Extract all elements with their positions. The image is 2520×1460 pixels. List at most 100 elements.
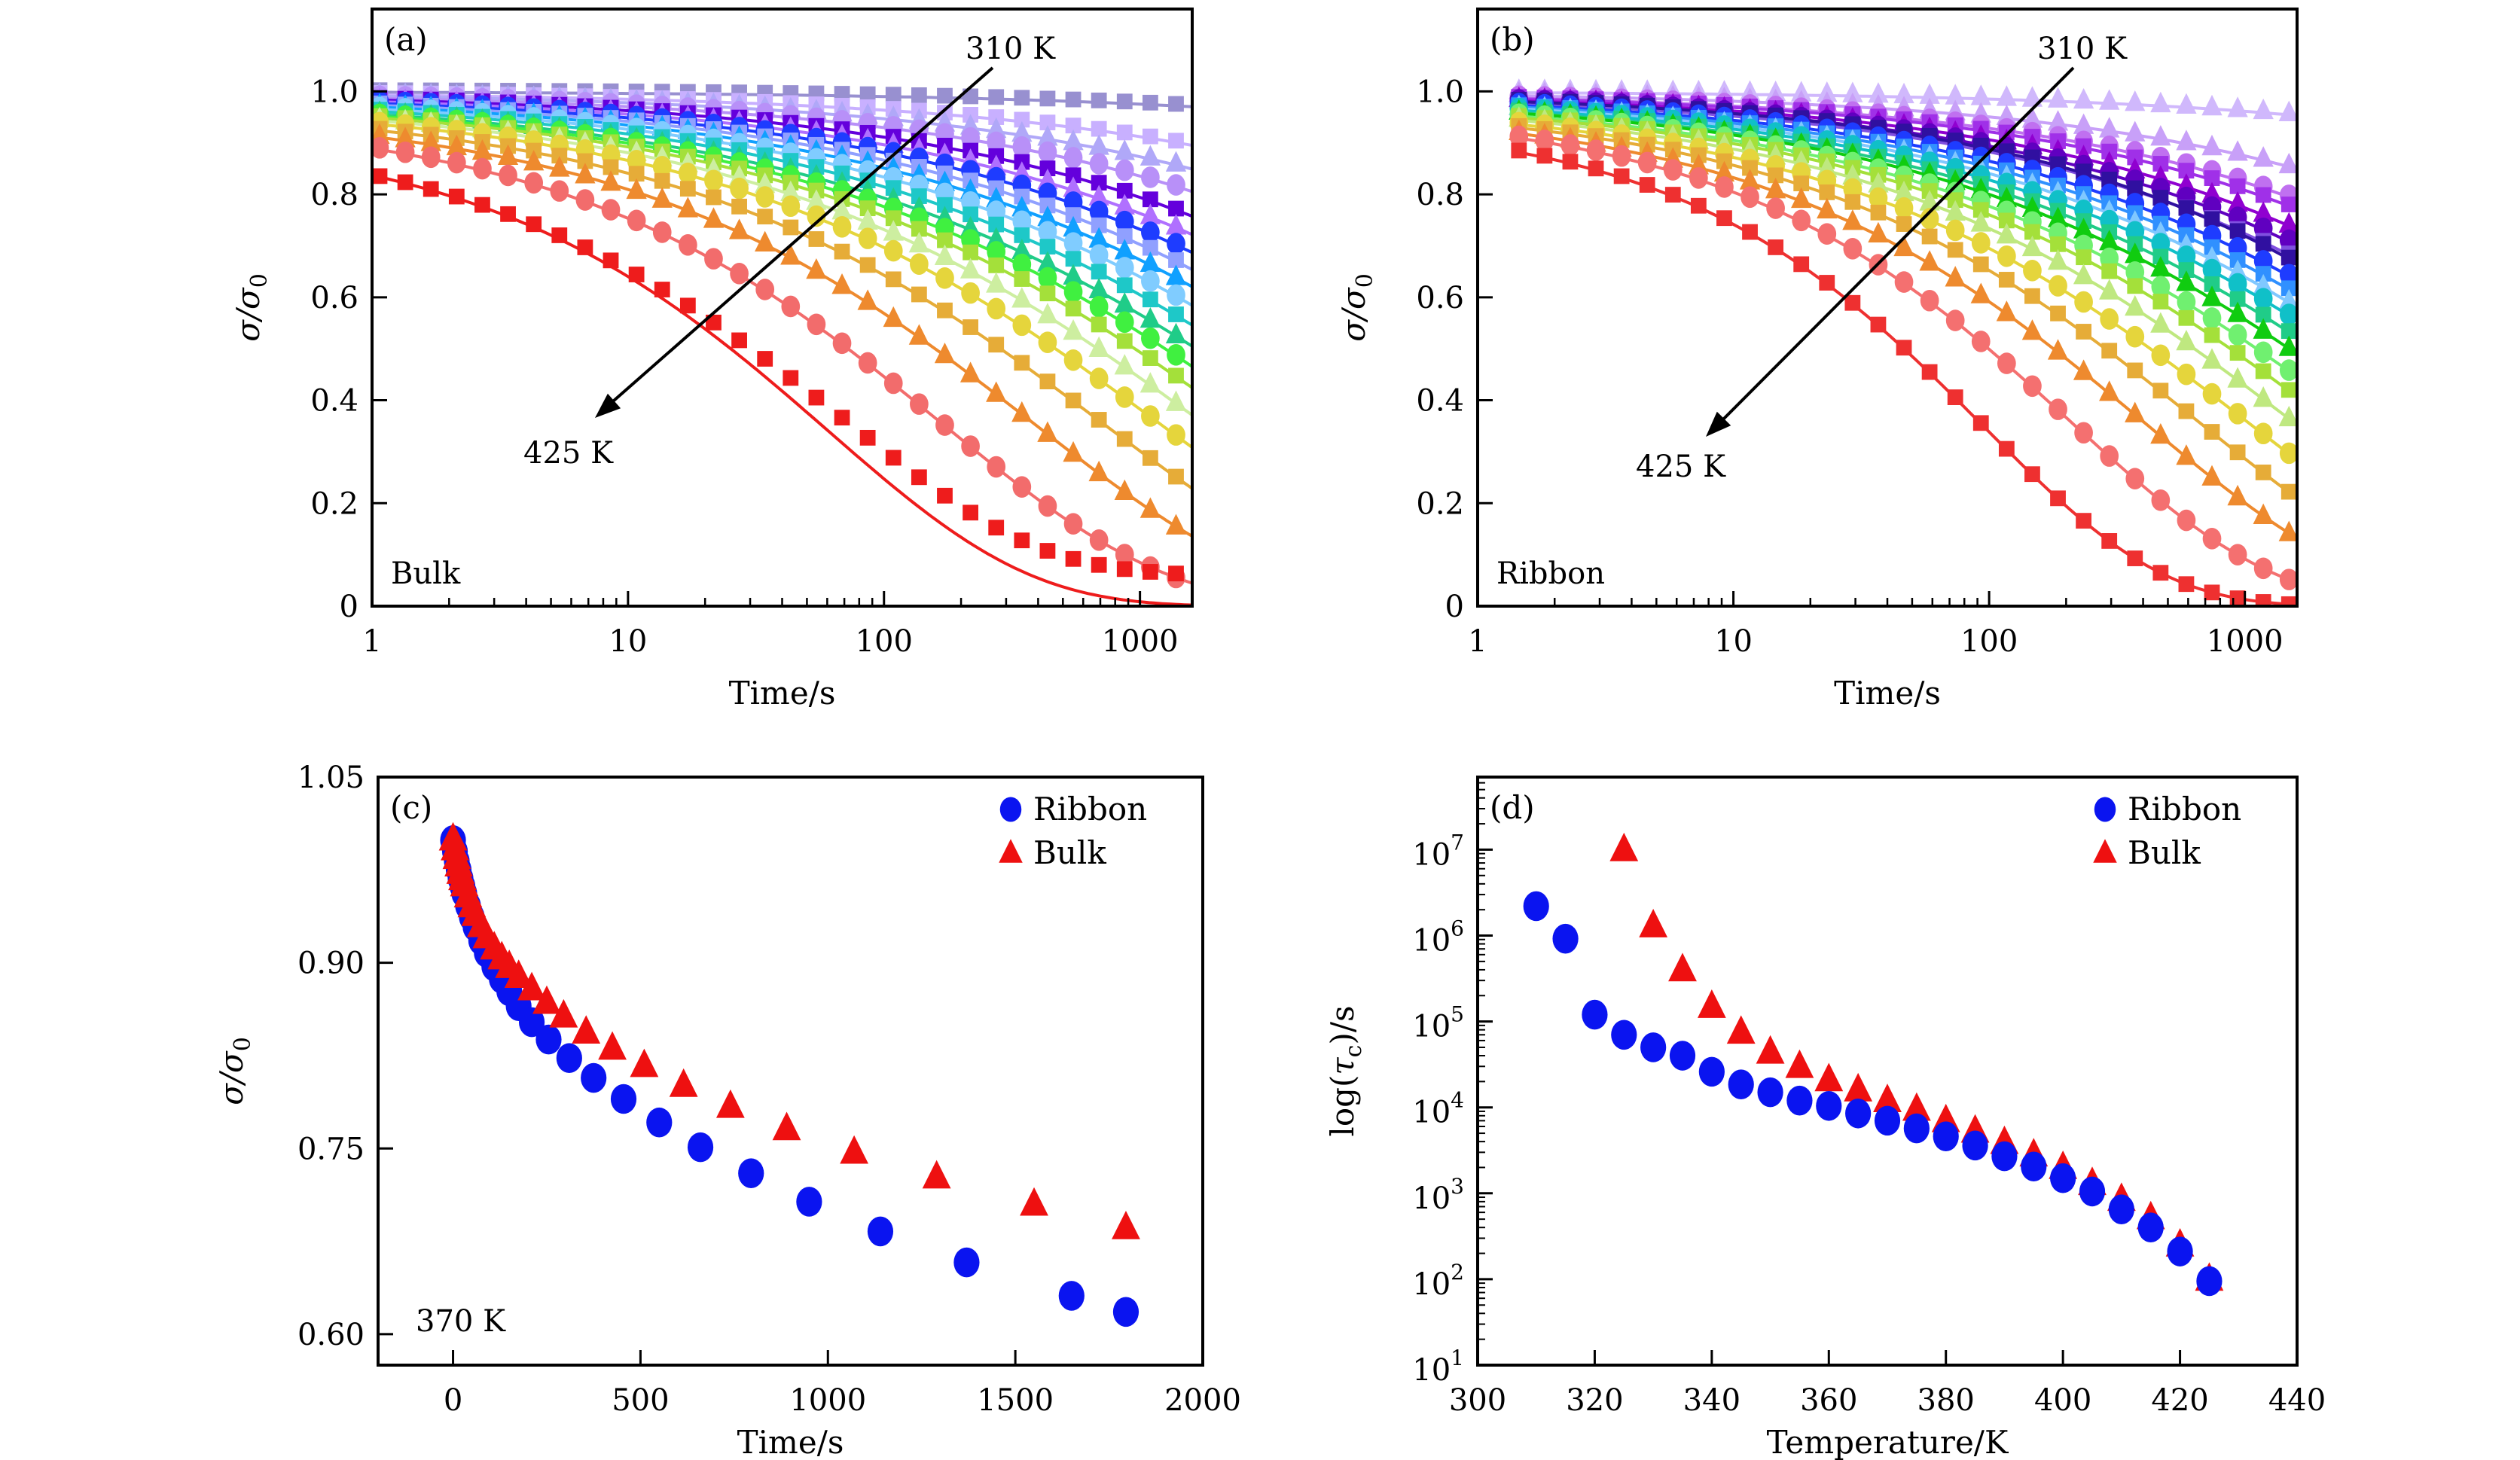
legend-marker-ribbon <box>2094 797 2116 822</box>
marker-385K <box>1139 306 1161 328</box>
marker-400K <box>959 258 981 279</box>
marker-405K <box>2049 275 2067 297</box>
marker-425K <box>1168 565 1184 582</box>
marker-345K <box>1141 166 1160 188</box>
x-tick-label: 1500 <box>977 1383 1054 1418</box>
marker-415K <box>2176 444 2197 465</box>
marker-395K <box>1039 285 1056 302</box>
marker-425K <box>628 267 645 282</box>
y-tick-label: 106 <box>1412 916 1464 959</box>
marker-415K <box>2021 319 2043 340</box>
marker-355K <box>2152 190 2169 206</box>
marker-380K <box>2281 323 2297 340</box>
series-415K <box>372 123 1192 538</box>
marker-405K <box>1115 386 1134 408</box>
marker-415K <box>1945 266 1966 287</box>
data-point-bulk <box>1697 989 1726 1018</box>
marker-415K <box>1739 169 1761 190</box>
marker-410K <box>654 172 670 189</box>
marker-310K <box>2073 87 2094 109</box>
marker-360K <box>1141 221 1160 243</box>
panel-d-label: (d) <box>1490 789 1535 826</box>
marker-310K <box>1996 85 2018 106</box>
data-point-bulk <box>517 971 546 1001</box>
marker-400K <box>2150 312 2171 333</box>
marker-320K <box>2201 134 2223 156</box>
x-tick-label: 300 <box>1449 1383 1506 1418</box>
marker-410K <box>2050 305 2066 322</box>
x-tick-label: 1000 <box>789 1383 866 1418</box>
marker-410K <box>1896 216 1912 232</box>
marker-400K <box>780 180 801 202</box>
y-tick-label: 101 <box>1412 1346 1464 1388</box>
marker-420K <box>1038 495 1057 517</box>
marker-405K <box>910 253 929 275</box>
marker-420K <box>1894 271 1914 293</box>
marker-415K <box>651 187 673 208</box>
marker-365K <box>2255 266 2271 282</box>
marker-335K <box>1142 128 1158 145</box>
panel-a-sample-label: Bulk <box>391 556 461 591</box>
marker-385K <box>2099 230 2120 251</box>
panel-a-annotation-310k: 310 K <box>966 32 1056 66</box>
marker-410K <box>963 319 978 335</box>
data-point-ribbon <box>738 1158 764 1188</box>
marker-410K <box>1793 175 1810 192</box>
marker-400K <box>806 189 827 210</box>
data-point-ribbon <box>1523 891 1549 922</box>
data-point-bulk <box>532 985 561 1014</box>
marker-395K <box>2178 309 2195 326</box>
marker-395K <box>1972 202 1989 218</box>
marker-410K <box>911 286 927 303</box>
x-tick-label: 1000 <box>2207 624 2284 659</box>
marker-325K <box>1091 92 1107 108</box>
panel-a-label: (a) <box>384 21 428 58</box>
marker-355K <box>2101 171 2118 187</box>
marker-415K <box>2073 359 2094 380</box>
data-point-ribbon <box>1669 1041 1696 1071</box>
marker-405K <box>1012 314 1032 337</box>
panel-a-xlabel: Time/s <box>729 675 836 712</box>
marker-425K <box>834 410 850 426</box>
marker-425K <box>1870 316 1887 333</box>
marker-320K <box>2278 152 2297 174</box>
marker-420K <box>601 199 621 221</box>
marker-335K <box>2281 197 2297 212</box>
data-point-bulk <box>1726 1015 1756 1044</box>
marker-420K <box>910 393 929 415</box>
marker-425K <box>757 351 773 367</box>
data-point-ribbon <box>1874 1105 1901 1136</box>
marker-310K <box>1893 82 1914 104</box>
marker-420K <box>1766 197 1785 219</box>
marker-405K <box>1971 232 1991 254</box>
marker-375K <box>2279 303 2297 325</box>
marker-425K <box>1039 543 1056 559</box>
marker-410K <box>1972 256 1989 273</box>
data-point-ribbon <box>2021 1151 2047 1182</box>
legend-marker-ribbon <box>999 797 1022 822</box>
marker-425K <box>2255 594 2271 606</box>
data-point-ribbon <box>556 1043 582 1074</box>
marker-415K <box>1011 401 1033 422</box>
data-point-ribbon <box>1845 1098 1872 1129</box>
data-point-ribbon <box>2196 1266 2223 1297</box>
marker-340K <box>2201 181 2223 203</box>
marker-345K <box>1089 153 1109 175</box>
marker-310K <box>1919 83 1940 104</box>
data-point-ribbon <box>1757 1077 1783 1108</box>
marker-420K <box>1561 134 1580 156</box>
marker-395K <box>1065 300 1082 317</box>
x-tick-label: 100 <box>856 624 913 659</box>
marker-395K <box>859 200 876 217</box>
marker-420K <box>961 435 980 457</box>
data-point-ribbon <box>687 1132 714 1163</box>
y-tick-label: 1.05 <box>297 760 365 795</box>
marker-390K <box>1115 311 1134 334</box>
data-point-ribbon <box>1640 1032 1667 1062</box>
marker-340K <box>986 117 1007 139</box>
panel-d-frame <box>1476 776 2299 1367</box>
marker-410K <box>603 159 619 175</box>
y-tick-label: 104 <box>1412 1088 1464 1130</box>
marker-405K <box>1167 424 1185 446</box>
